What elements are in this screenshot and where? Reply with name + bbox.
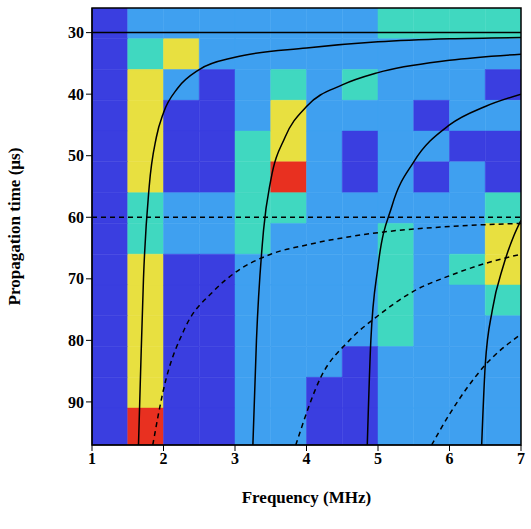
svg-text:5: 5 xyxy=(374,450,382,467)
svg-text:7: 7 xyxy=(517,450,525,467)
svg-text:Frequency (MHz): Frequency (MHz) xyxy=(242,488,372,507)
svg-text:Propagation time (µs): Propagation time (µs) xyxy=(5,148,24,306)
svg-text:2: 2 xyxy=(160,450,168,467)
svg-text:70: 70 xyxy=(68,270,84,287)
svg-text:1: 1 xyxy=(88,450,96,467)
svg-text:3: 3 xyxy=(231,450,239,467)
svg-text:50: 50 xyxy=(68,147,84,164)
svg-text:40: 40 xyxy=(68,86,84,103)
svg-text:90: 90 xyxy=(68,394,84,411)
svg-text:60: 60 xyxy=(68,209,84,226)
svg-text:30: 30 xyxy=(68,24,84,41)
svg-text:6: 6 xyxy=(446,450,454,467)
svg-text:4: 4 xyxy=(303,450,311,467)
svg-text:80: 80 xyxy=(68,332,84,349)
